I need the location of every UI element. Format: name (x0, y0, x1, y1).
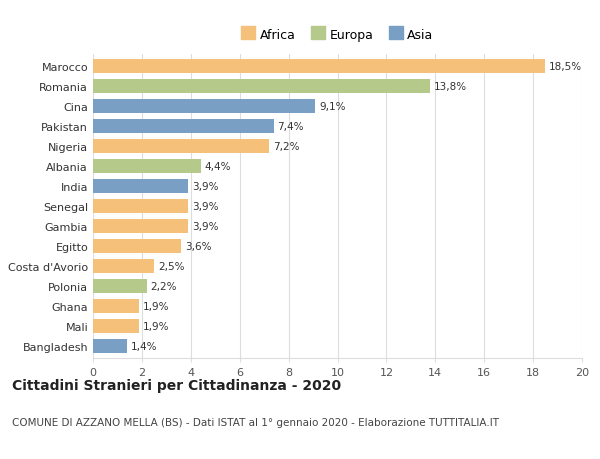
Bar (93, 80, 430, 94)
Text: 9,1%: 9,1% (319, 102, 346, 112)
Text: 3,9%: 3,9% (192, 202, 218, 212)
Bar (93, 279, 147, 293)
Legend: Africa, Europa, Asia: Africa, Europa, Asia (238, 25, 437, 46)
Text: 3,9%: 3,9% (192, 222, 218, 231)
Text: 4,4%: 4,4% (204, 162, 231, 172)
Bar (93, 160, 200, 174)
Bar (93, 259, 154, 273)
Text: Cittadini Stranieri per Cittadinanza - 2020: Cittadini Stranieri per Cittadinanza - 2… (12, 379, 341, 392)
Bar (93, 299, 139, 313)
Text: 3,6%: 3,6% (185, 241, 211, 252)
Text: 2,5%: 2,5% (158, 261, 184, 271)
Bar (93, 219, 188, 234)
Text: 1,9%: 1,9% (143, 321, 170, 331)
Text: 1,9%: 1,9% (143, 301, 170, 311)
Bar (93, 140, 269, 154)
Bar (93, 319, 139, 333)
Bar (93, 240, 181, 253)
Text: 7,2%: 7,2% (273, 142, 299, 152)
Bar (93, 179, 188, 194)
Bar (93, 339, 127, 353)
Text: 2,2%: 2,2% (151, 281, 177, 291)
Text: 1,4%: 1,4% (131, 341, 157, 351)
Text: 13,8%: 13,8% (434, 82, 467, 92)
Text: 3,9%: 3,9% (192, 182, 218, 191)
Text: COMUNE DI AZZANO MELLA (BS) - Dati ISTAT al 1° gennaio 2020 - Elaborazione TUTTI: COMUNE DI AZZANO MELLA (BS) - Dati ISTAT… (12, 417, 499, 427)
Text: 18,5%: 18,5% (549, 62, 582, 72)
Bar (93, 120, 274, 134)
Bar (93, 200, 188, 213)
Text: 7,4%: 7,4% (278, 122, 304, 132)
Bar (93, 100, 316, 114)
Bar (93, 60, 545, 74)
